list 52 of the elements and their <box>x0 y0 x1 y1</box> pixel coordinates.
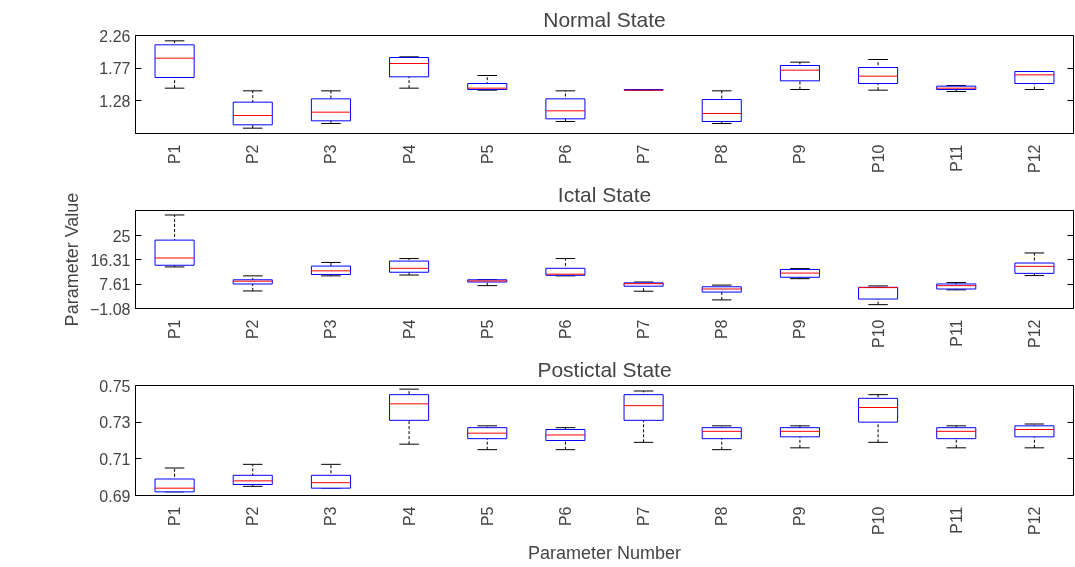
y-tick-label: 0.71 <box>99 450 131 468</box>
x-tick-label: P4 <box>400 319 418 340</box>
x-tick-label: P7 <box>635 506 653 527</box>
x-tick-label: P8 <box>713 506 731 527</box>
x-tick-label: P5 <box>478 506 496 527</box>
x-tick-label: P12 <box>1025 144 1043 173</box>
x-tick-label: P8 <box>713 319 731 340</box>
x-tick-label: P11 <box>947 319 965 347</box>
x-tick-label: P4 <box>400 144 418 165</box>
y-tick-label: −1.08 <box>90 300 131 318</box>
x-tick-label: P1 <box>166 506 184 527</box>
x-tick-label: P12 <box>1025 506 1043 535</box>
x-tick-label: P6 <box>556 319 574 340</box>
y-tick-label: 16.31 <box>90 251 131 269</box>
y-tick-label: 25 <box>112 227 131 245</box>
x-tick-label: P4 <box>400 506 418 527</box>
x-tick-label: P2 <box>244 319 262 340</box>
x-tick-label: P2 <box>244 506 262 527</box>
y-tick-label: 1.77 <box>99 60 131 78</box>
x-tick-label: P2 <box>244 144 262 165</box>
x-tick-label: P3 <box>322 319 340 340</box>
chart-title: Postictal State <box>537 357 672 381</box>
y-tick-label: 0.69 <box>99 487 131 505</box>
x-tick-label: P11 <box>947 506 965 534</box>
x-tick-label: P7 <box>635 319 653 340</box>
x-tick-label: P1 <box>166 144 184 165</box>
x-tick-label: P9 <box>791 319 809 340</box>
x-axis-title: Parameter Number <box>527 542 682 563</box>
x-tick-label: P12 <box>1025 319 1043 348</box>
x-tick-label: P8 <box>713 144 731 165</box>
y-tick-label: 0.73 <box>99 414 131 432</box>
x-tick-label: P9 <box>791 144 809 165</box>
y-tick-label: 1.28 <box>99 92 131 110</box>
x-tick-label: P10 <box>869 506 887 535</box>
x-tick-label: P5 <box>478 144 496 165</box>
y-tick-label: 7.61 <box>99 276 131 294</box>
x-tick-label: P3 <box>322 144 340 165</box>
x-tick-label: P3 <box>322 506 340 527</box>
x-tick-label: P10 <box>869 144 887 173</box>
chart-title: Normal State <box>543 7 666 31</box>
x-tick-label: P11 <box>947 144 965 172</box>
y-tick-label: 0.75 <box>99 377 131 395</box>
x-tick-label: P10 <box>869 319 887 348</box>
y-axis-title: Parameter Value <box>62 192 83 327</box>
x-tick-label: P6 <box>556 506 574 527</box>
chart-title: Ictal State <box>557 182 652 206</box>
x-tick-label: P6 <box>556 144 574 165</box>
y-tick-label: 2.26 <box>99 27 131 45</box>
x-tick-label: P5 <box>478 319 496 340</box>
x-tick-label: P1 <box>166 319 184 340</box>
x-tick-label: P9 <box>791 506 809 527</box>
x-tick-label: P7 <box>635 144 653 165</box>
